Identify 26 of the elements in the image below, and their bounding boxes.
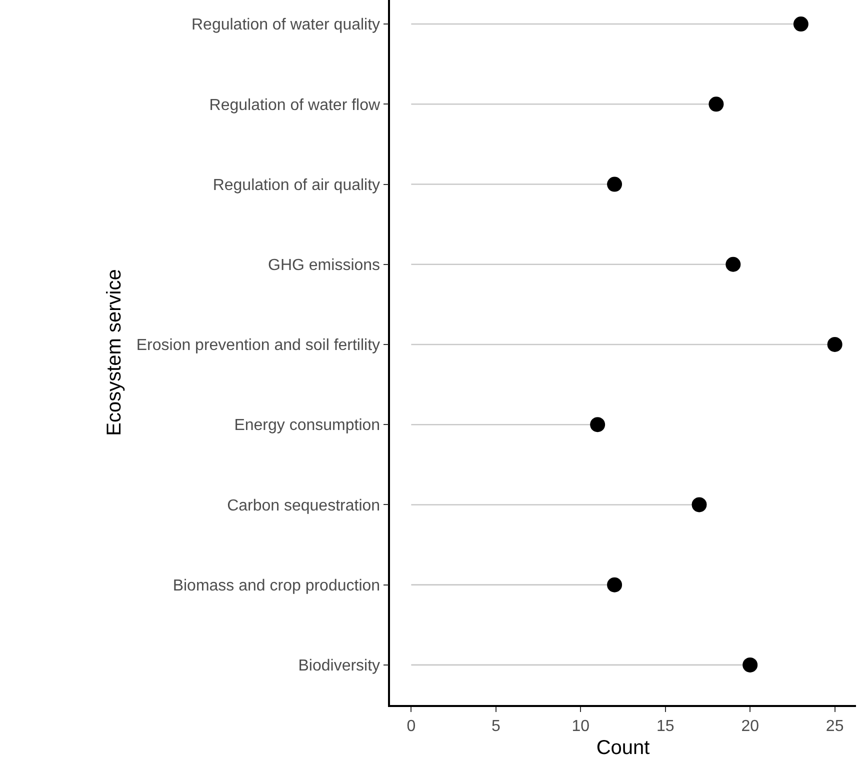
x-axis-title: Count: [596, 736, 650, 759]
x-tick-label: 5: [491, 718, 500, 735]
y-tick-label: Energy consumption: [234, 417, 380, 434]
y-tick-label: Regulation of air quality: [212, 176, 380, 194]
point: [692, 497, 707, 512]
point: [590, 417, 606, 432]
y-tick-label: Biomass and crop production: [172, 577, 380, 594]
y-tick-label: Carbon sequestration: [227, 497, 380, 514]
y-axis-title: Ecosystem service: [103, 269, 126, 436]
y-tick-label: Biodiversity: [298, 658, 380, 675]
x-tick-label: 10: [572, 718, 590, 735]
point: [742, 657, 758, 672]
x-tick-label: 20: [741, 718, 760, 735]
y-tick-label: GHG emissions: [268, 256, 380, 274]
y-tick-label: Regulation of water quality: [191, 16, 380, 34]
point: [726, 256, 741, 272]
point: [607, 577, 622, 592]
y-tick-label: Erosion prevention and soil fertility: [136, 337, 380, 354]
point: [607, 176, 622, 192]
point: [827, 336, 842, 352]
y-tick-label: Regulation of water flow: [209, 96, 380, 114]
point: [708, 96, 724, 112]
x-tick-label: 15: [656, 718, 674, 735]
x-tick-label: 25: [826, 718, 844, 735]
point: [793, 16, 808, 32]
x-tick-label: 0: [406, 718, 416, 735]
